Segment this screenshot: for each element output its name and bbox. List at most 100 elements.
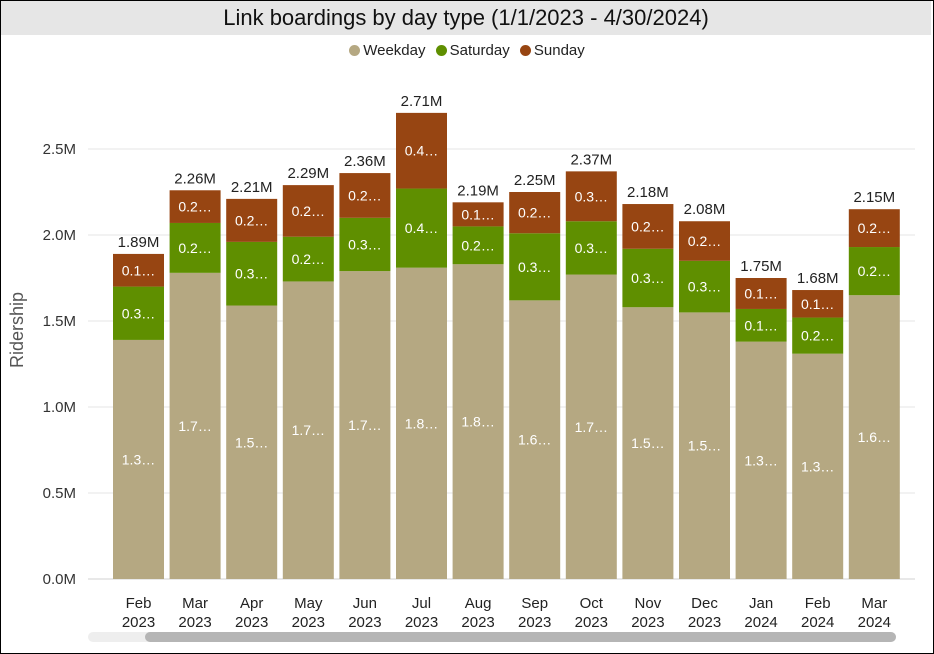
weekday-dot-icon — [349, 45, 361, 56]
bar-segment-sunday — [509, 192, 561, 234]
bar-segment-saturday — [565, 221, 617, 275]
total-label: 2.25M — [514, 172, 556, 189]
data-label: 0.2… — [292, 251, 325, 267]
data-label: 1.7… — [348, 417, 381, 433]
x-tick-label-year: 2023 — [122, 614, 155, 631]
horizontal-scrollbar-thumb[interactable] — [145, 632, 896, 642]
bar-segment-weekday — [339, 271, 391, 579]
total-label: 2.15M — [853, 189, 895, 206]
data-label: 0.1… — [122, 262, 155, 278]
x-tick-label-month: Mar — [182, 595, 208, 612]
x-tick-label-year: 2024 — [858, 614, 891, 631]
bar-segment-sunday — [226, 198, 278, 242]
bar-segment-saturday — [113, 286, 164, 340]
x-tick-label-year: 2023 — [178, 614, 211, 631]
bar-segment-sunday — [735, 278, 787, 309]
bar-segment-sunday — [679, 221, 730, 261]
bar-segment-sunday — [169, 190, 221, 223]
legend-label: Weekday — [363, 42, 426, 59]
data-label: 0.2… — [235, 212, 268, 228]
bar-segment-saturday — [622, 248, 674, 308]
data-label: 1.8… — [405, 415, 438, 431]
x-tick-label-month: Sep — [521, 595, 548, 612]
x-tick-label-year: 2023 — [235, 614, 268, 631]
x-tick-label-year: 2023 — [461, 614, 494, 631]
data-label: 0.3… — [348, 236, 381, 252]
y-tick-label: 2.5M — [43, 141, 76, 158]
data-label: 0.3… — [631, 270, 664, 286]
bar-segment-weekday — [735, 341, 787, 579]
total-label: 2.26M — [174, 170, 216, 187]
bar-segment-weekday — [452, 264, 504, 579]
data-label: 0.2… — [178, 199, 211, 215]
data-label: 0.2… — [858, 220, 891, 236]
data-label: 0.2… — [801, 328, 834, 344]
bar-segment-saturday — [679, 260, 730, 313]
saturday-dot-icon — [435, 45, 447, 56]
data-label: 0.3… — [688, 279, 721, 295]
bar-segment-sunday — [396, 112, 447, 189]
bar-segment-saturday — [452, 226, 504, 265]
bar-segment-weekday — [169, 272, 221, 579]
x-tick-label-month: Oct — [580, 595, 604, 612]
data-label: 0.4… — [405, 143, 438, 159]
bar-segment-saturday — [848, 247, 900, 296]
bar-segment-weekday — [792, 353, 844, 579]
data-label: 1.3… — [801, 458, 834, 474]
data-label: 0.2… — [292, 203, 325, 219]
data-label: 0.1… — [801, 296, 834, 312]
y-tick-label: 1.0M — [43, 399, 76, 416]
bar-segment-weekday — [848, 295, 900, 579]
total-label: 2.29M — [287, 165, 329, 182]
x-tick-label-year: 2024 — [801, 614, 834, 631]
data-label: 1.7… — [575, 419, 608, 435]
x-tick-label-month: Mar — [861, 595, 887, 612]
bar-segment-sunday — [565, 171, 617, 222]
legend-label: Saturday — [449, 42, 510, 59]
bar-segment-saturday — [735, 308, 787, 342]
x-tick-label-month: Nov — [635, 595, 662, 612]
total-label: 2.18M — [627, 184, 669, 201]
x-tick-label-year: 2023 — [575, 614, 608, 631]
legend-item-weekday[interactable]: Weekday — [349, 42, 426, 59]
total-label: 1.75M — [740, 258, 782, 275]
total-label: 2.19M — [457, 182, 499, 199]
x-tick-label-year: 2023 — [405, 614, 438, 631]
data-label: 0.4… — [405, 220, 438, 236]
total-label: 1.68M — [797, 270, 839, 287]
bar-segment-sunday — [452, 202, 504, 227]
legend-item-sunday[interactable]: Sunday — [519, 42, 585, 59]
x-tick-label-month: Feb — [805, 595, 831, 612]
data-label: 0.1… — [461, 206, 494, 222]
data-label: 1.7… — [178, 418, 211, 434]
legend-item-saturday[interactable]: Saturday — [435, 42, 510, 59]
x-tick-label-month: Dec — [691, 595, 718, 612]
bar-segment-weekday — [226, 305, 278, 579]
y-tick-label: 1.5M — [43, 313, 76, 330]
legend: Weekday Saturday Sunday — [0, 42, 934, 59]
x-tick-label-month: Aug — [465, 595, 492, 612]
chart-title: Link boardings by day type (1/1/2023 - 4… — [1, 1, 931, 35]
data-label: 0.2… — [348, 187, 381, 203]
x-tick-label-month: Apr — [240, 595, 263, 612]
bar-segment-sunday — [622, 204, 674, 249]
total-label: 2.36M — [344, 153, 386, 170]
x-tick-label-month: Jun — [353, 595, 377, 612]
bar-segment-saturday — [396, 188, 447, 268]
bar-segment-sunday — [792, 290, 844, 318]
bar-segment-sunday — [848, 209, 900, 248]
data-label: 1.5… — [235, 434, 268, 450]
bar-segment-weekday — [282, 281, 334, 579]
data-label: 0.3… — [575, 240, 608, 256]
y-tick-label: 0.5M — [43, 485, 76, 502]
bar-segment-saturday — [169, 222, 221, 273]
x-tick-label-month: Jan — [749, 595, 773, 612]
x-tick-label-year: 2023 — [292, 614, 325, 631]
x-tick-label-year: 2023 — [631, 614, 664, 631]
data-label: 0.3… — [518, 259, 551, 275]
bar-segment-weekday — [622, 307, 674, 579]
x-tick-label-year: 2023 — [348, 614, 381, 631]
x-tick-label-year: 2023 — [518, 614, 551, 631]
x-tick-label-month: Feb — [126, 595, 152, 612]
